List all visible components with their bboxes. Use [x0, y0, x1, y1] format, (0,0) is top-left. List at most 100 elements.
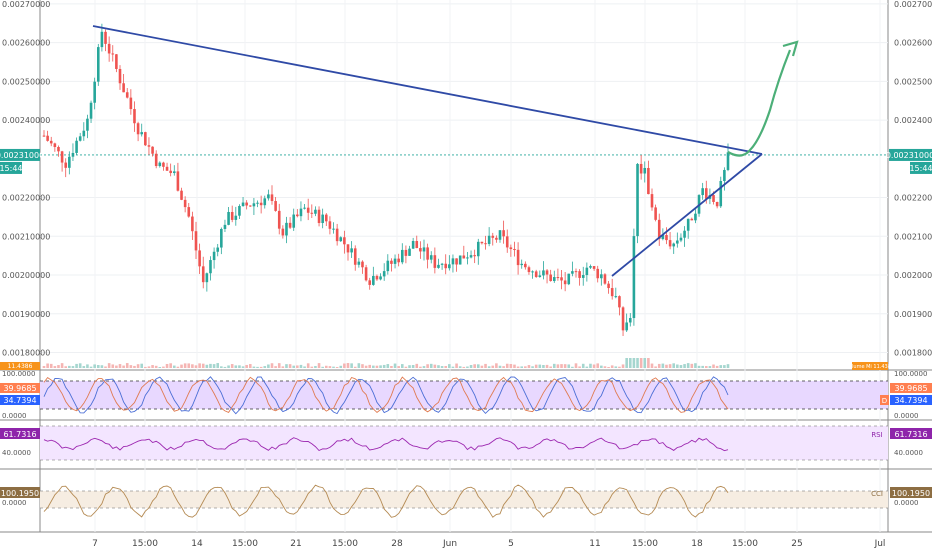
- y-tick-left: 0.00240000: [2, 116, 50, 125]
- candle-body: [578, 271, 581, 278]
- candle-body: [382, 271, 386, 277]
- candle-body: [71, 152, 75, 157]
- volume-label: 11.4386: [8, 363, 33, 370]
- volume-bar: [632, 358, 636, 368]
- volume-bar: [552, 363, 556, 368]
- rsi-tag: RSI: [871, 431, 882, 439]
- support-trendline: [611, 153, 763, 277]
- volume-bar: [288, 364, 292, 368]
- stoch-k-left: 39.9685: [3, 384, 36, 393]
- volume-bar: [719, 365, 723, 368]
- volume-bar: [187, 363, 191, 368]
- cci-badge-right: [890, 487, 932, 498]
- volume-bar: [118, 364, 122, 368]
- volume-bar: [158, 366, 162, 368]
- volume-bar: [621, 364, 625, 368]
- candle-body: [183, 199, 187, 208]
- candle-body: [205, 273, 209, 283]
- volume-bar: [82, 366, 86, 368]
- stoch-tick: 100.0000: [2, 370, 35, 378]
- volume-bar: [361, 364, 364, 368]
- candle-body: [147, 145, 151, 147]
- y-tick-right: 0.00240000: [894, 116, 932, 125]
- candle-body: [136, 123, 140, 135]
- candle-body: [545, 270, 549, 275]
- volume-bar: [726, 364, 730, 368]
- volume-bar: [292, 365, 296, 368]
- candle-body: [552, 277, 556, 282]
- trendlines[interactable]: [92, 25, 799, 277]
- volume-bar: [248, 364, 252, 368]
- candle-body: [636, 163, 639, 237]
- candle-body: [281, 228, 285, 236]
- candle-body: [339, 237, 343, 242]
- candle-body: [657, 219, 661, 240]
- volume-bar: [296, 365, 299, 368]
- candle-body: [321, 214, 324, 224]
- volume-bar: [592, 364, 596, 368]
- candle-body: [603, 274, 607, 284]
- candle-body: [332, 228, 335, 230]
- candle-body: [589, 266, 592, 268]
- volume-bar: [375, 365, 379, 368]
- candle-body: [274, 201, 277, 211]
- volume-bar: [596, 363, 600, 368]
- volume-bar: [328, 366, 332, 368]
- volume-bar: [534, 364, 538, 368]
- cci-value-left: 100.1950: [1, 489, 39, 498]
- volume-bar: [650, 363, 654, 368]
- candle-body: [379, 276, 382, 280]
- volume-bar: [223, 366, 227, 368]
- candle-body: [426, 247, 429, 260]
- candle-body: [469, 255, 473, 258]
- candle-body: [556, 277, 560, 279]
- volume-bar: [353, 366, 357, 368]
- candle-body: [581, 275, 585, 278]
- volume-bar: [469, 365, 473, 368]
- candle-body: [299, 208, 303, 217]
- candle-body: [270, 194, 274, 202]
- volume-bar: [42, 366, 46, 368]
- candle-body: [495, 237, 498, 240]
- candle-body: [509, 247, 513, 250]
- candle-body: [209, 260, 212, 274]
- candle-body: [75, 140, 78, 153]
- candle-body: [96, 47, 100, 82]
- candle-body: [455, 258, 458, 265]
- candle-body: [451, 258, 455, 265]
- candle-body: [165, 166, 169, 171]
- candle-body: [668, 240, 672, 247]
- price-badge-right: [889, 148, 932, 161]
- volume-bar: [524, 366, 527, 368]
- x-tick: 25: [791, 539, 802, 549]
- candle-body: [256, 202, 259, 204]
- candle-body: [422, 247, 426, 252]
- candle-body: [42, 135, 46, 137]
- candle-body: [267, 194, 270, 199]
- cci-tick: 0.0000: [894, 499, 919, 507]
- volume-bar: [686, 363, 690, 368]
- volume-bar: [270, 363, 274, 368]
- candle-body: [502, 230, 505, 237]
- candle-body: [133, 109, 136, 124]
- candle-body: [415, 240, 419, 249]
- candle-body: [89, 102, 93, 119]
- candle-body: [596, 268, 600, 279]
- volume-bar: [491, 365, 495, 368]
- candle-body: [46, 135, 49, 141]
- candle-body: [632, 236, 636, 319]
- volume-bar: [683, 364, 686, 368]
- candle-body: [353, 248, 357, 265]
- volume-bar: [346, 363, 350, 368]
- x-tick: 28: [391, 539, 403, 549]
- volume-bar: [154, 365, 158, 368]
- volume-bar: [364, 365, 368, 368]
- volume-bar: [281, 366, 285, 368]
- volume-pane: 11.4386 Volume Mi 11.4386: [0, 358, 894, 370]
- candle-body: [567, 273, 571, 285]
- volume-bar: [335, 366, 339, 368]
- candle-body: [661, 235, 665, 240]
- candle-body: [444, 263, 448, 269]
- candle-body: [498, 230, 502, 240]
